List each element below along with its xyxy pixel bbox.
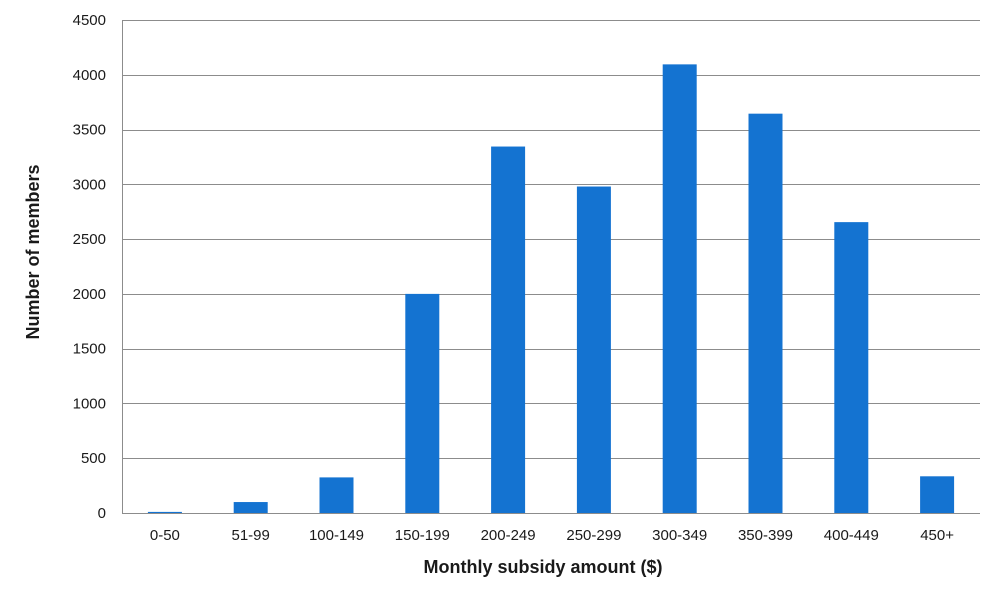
x-tick-label: 350-399 (738, 527, 793, 544)
bar-51-99 (233, 502, 268, 513)
x-tick-label: 300-349 (652, 527, 707, 544)
y-tick-label: 3500 (73, 122, 106, 139)
y-tick-label: 3000 (73, 176, 106, 193)
y-tick-label: 1500 (73, 341, 106, 358)
y-tick-label: 1000 (73, 395, 106, 412)
bar-400-449 (834, 222, 869, 513)
bar-200-249 (491, 146, 526, 513)
gridlines (122, 20, 980, 459)
axes (122, 20, 980, 514)
y-axis-title: Number of members (23, 164, 43, 339)
x-tick-label: 250-299 (566, 527, 621, 544)
y-tick-label: 2500 (73, 231, 106, 248)
bar-250-299 (576, 186, 611, 513)
x-tick-label: 450+ (920, 527, 954, 544)
x-tick-label: 100-149 (309, 527, 364, 544)
x-tick-label: 51-99 (232, 527, 270, 544)
bar-150-199 (405, 293, 440, 513)
x-tick-label: 0-50 (150, 527, 180, 544)
x-tick-labels: 0-50 51-99 100-149 150-199 200-249 250-299 300… (150, 527, 954, 544)
bar-0-50 (147, 511, 182, 513)
bar-450+ (920, 476, 955, 513)
y-tick-label: 4000 (73, 67, 106, 84)
bar-300-349 (662, 64, 697, 514)
y-tick-labels: 0 500 1000 1500 2000 2500 3000 3500 4000 4500 (73, 12, 106, 522)
y-tick-label: 0 (98, 505, 106, 522)
bars (147, 64, 955, 514)
x-tick-label: 150-199 (395, 527, 450, 544)
bar-350-399 (748, 113, 783, 514)
y-tick-label: 2000 (73, 286, 106, 303)
y-tick-label: 500 (81, 450, 106, 467)
y-tick-label: 4500 (73, 12, 106, 29)
bar-100-149 (319, 477, 354, 513)
x-tick-label: 200-249 (481, 527, 536, 544)
x-axis-title: Monthly subsidy amount ($) (423, 557, 662, 577)
x-tick-label: 400-449 (824, 527, 879, 544)
